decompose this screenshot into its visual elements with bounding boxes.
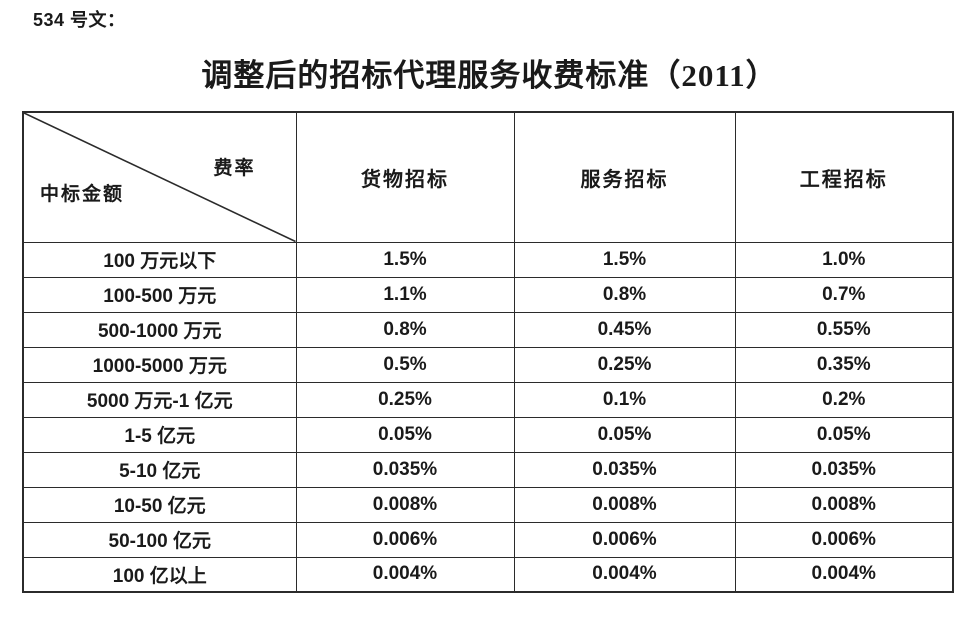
rate-cell: 0.05% (734, 416, 954, 453)
amount-cell: 5-10 亿元 (22, 451, 297, 488)
table-row: 500-1000 万元 0.8% 0.45% 0.55% (22, 311, 954, 348)
table-row: 1000-5000 万元 0.5% 0.25% 0.35% (22, 346, 954, 383)
rate-cell: 0.004% (295, 556, 515, 593)
rate-cell: 0.035% (734, 451, 954, 488)
column-header-engineering: 工程招标 (734, 111, 954, 243)
rate-cell: 0.8% (295, 311, 515, 348)
amount-cell: 50-100 亿元 (22, 521, 297, 558)
amount-cell: 100-500 万元 (22, 276, 297, 313)
fee-table-body: 100 万元以下 1.5% 1.5% 1.0% 100-500 万元 1.1% 0.8% 0.… (22, 241, 954, 593)
rate-cell: 0.006% (734, 521, 954, 558)
amount-cell: 1000-5000 万元 (22, 346, 297, 383)
table-row: 100 万元以下 1.5% 1.5% 1.0% (22, 241, 954, 278)
rate-cell: 0.2% (734, 381, 954, 418)
rate-cell: 1.5% (513, 241, 736, 278)
rate-cell: 1.0% (734, 241, 954, 278)
rate-cell: 0.004% (513, 556, 736, 593)
header-row: 费率 中标金额 货物招标 服务招标 工程招标 (22, 111, 954, 243)
rate-cell: 0.008% (295, 486, 515, 523)
table-row: 1-5 亿元 0.05% 0.05% 0.05% (22, 416, 954, 453)
diagonal-label-amount: 中标金额 (40, 183, 125, 205)
rate-cell: 0.035% (513, 451, 736, 488)
rate-cell: 0.006% (295, 521, 515, 558)
table-row: 100-500 万元 1.1% 0.8% 0.7% (22, 276, 954, 313)
rate-cell: 0.5% (295, 346, 515, 383)
rate-cell: 1.1% (295, 276, 515, 313)
amount-cell: 100 万元以下 (22, 241, 297, 278)
table-row: 10-50 亿元 0.008% 0.008% 0.008% (22, 486, 954, 523)
rate-cell: 0.55% (734, 311, 954, 348)
diagonal-divider-line (24, 113, 296, 242)
rate-cell: 0.006% (513, 521, 736, 558)
rate-cell: 0.008% (513, 486, 736, 523)
diagonal-header-cell: 费率 中标金额 (22, 111, 297, 243)
rate-cell: 0.25% (295, 381, 515, 418)
page-title: 调整后的招标代理服务收费标准（2011） (201, 58, 778, 93)
column-header-services: 服务招标 (513, 111, 736, 243)
rate-cell: 0.7% (734, 276, 954, 313)
rate-cell: 0.45% (513, 311, 736, 348)
diagonal-label-rate: 费率 (213, 158, 256, 179)
rate-cell: 0.8% (513, 276, 736, 313)
rate-cell: 0.035% (295, 451, 515, 488)
rate-cell: 0.008% (734, 486, 954, 523)
table-row: 5-10 亿元 0.035% 0.035% 0.035% (22, 451, 954, 488)
column-header-goods: 货物招标 (295, 111, 515, 243)
rate-cell: 1.5% (295, 241, 515, 278)
document-ref: 534 号文： (33, 10, 126, 30)
amount-cell: 10-50 亿元 (22, 486, 297, 523)
amount-cell: 100 亿以上 (22, 556, 297, 593)
rate-cell: 0.35% (734, 346, 954, 383)
amount-cell: 5000 万元-1 亿元 (22, 381, 297, 418)
fee-table: 费率 中标金额 货物招标 服务招标 工程招标 100 万元以下 1.5% 1.5% 1… (22, 111, 954, 593)
amount-cell: 500-1000 万元 (22, 311, 297, 348)
table-row: 5000 万元-1 亿元 0.25% 0.1% 0.2% (22, 381, 954, 418)
rate-cell: 0.004% (734, 556, 954, 593)
rate-cell: 0.05% (295, 416, 515, 453)
rate-cell: 0.25% (513, 346, 736, 383)
rate-cell: 0.1% (513, 381, 736, 418)
amount-cell: 1-5 亿元 (22, 416, 297, 453)
rate-cell: 0.05% (513, 416, 736, 453)
table-row: 100 亿以上 0.004% 0.004% 0.004% (22, 556, 954, 593)
table-row: 50-100 亿元 0.006% 0.006% 0.006% (22, 521, 954, 558)
